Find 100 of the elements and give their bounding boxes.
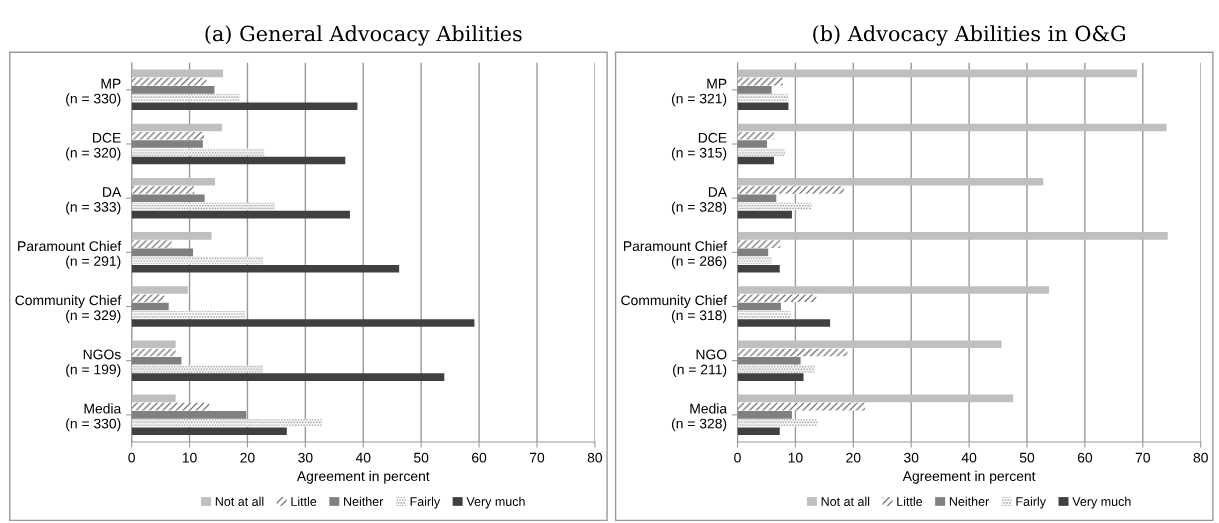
x-tick-label: 70	[529, 452, 545, 463]
bar	[131, 373, 445, 381]
bar	[737, 232, 1168, 240]
bar	[737, 340, 1002, 348]
bar	[737, 402, 865, 411]
bar	[131, 77, 207, 86]
bar	[131, 402, 210, 411]
bar	[737, 240, 781, 248]
x-tick-label: 0	[128, 452, 135, 463]
x-tick-label: 60	[1077, 452, 1093, 463]
bar	[131, 240, 172, 248]
x-tick-label: 80	[587, 452, 603, 463]
legend-label: Neither	[344, 496, 384, 506]
bar	[737, 194, 777, 202]
y-tick-label: Community Chief (n = 318)	[621, 295, 728, 323]
legend-label: Little	[897, 496, 923, 506]
bar	[131, 419, 323, 427]
bar	[737, 265, 780, 273]
bar	[737, 102, 789, 111]
x-tick-label: 30	[904, 452, 919, 463]
bar	[737, 294, 817, 303]
bar	[131, 256, 264, 265]
x-tick-label: 50	[1019, 452, 1035, 463]
bar	[737, 210, 792, 219]
bar	[131, 427, 287, 436]
bar	[131, 394, 176, 403]
bar	[131, 102, 358, 111]
bar	[737, 94, 789, 102]
y-tick-label: Media (n = 328)	[671, 403, 728, 432]
x-tick-label: 30	[298, 452, 313, 463]
legend-label: Not at all	[215, 496, 264, 506]
y-tick-label: DA (n = 333)	[66, 187, 122, 215]
bar	[737, 394, 1014, 403]
bar	[131, 286, 188, 294]
bar	[131, 294, 165, 303]
bar	[131, 365, 264, 373]
x-tick-label: 50	[414, 452, 429, 463]
bar	[737, 248, 769, 257]
bar	[737, 256, 772, 265]
bar	[737, 373, 804, 381]
bar	[131, 302, 169, 311]
bar	[737, 131, 774, 140]
bar	[737, 123, 1167, 132]
bar	[131, 194, 205, 202]
bar	[737, 140, 768, 148]
bar	[737, 419, 818, 427]
x-tick-label: 10	[788, 452, 803, 463]
y-tick-label: DCE (n = 315)	[671, 132, 727, 161]
x-tick-label: 40	[961, 452, 977, 463]
bar	[737, 411, 792, 419]
bar	[131, 69, 224, 78]
bar	[131, 356, 182, 365]
legend-label: Not at all	[821, 496, 870, 506]
x-tick-label: 20	[240, 452, 255, 463]
x-tick-label: 10	[182, 452, 197, 463]
y-tick-label: NGOs (n = 199)	[66, 349, 121, 378]
legend-label: Neither	[949, 496, 989, 506]
bar	[131, 186, 195, 194]
bar	[737, 302, 781, 311]
bar	[737, 319, 831, 327]
bar	[737, 310, 791, 319]
bar	[131, 340, 176, 348]
bar	[131, 123, 222, 132]
bar	[737, 348, 848, 357]
bar	[737, 156, 774, 165]
y-tick-label: NGO (n = 211)	[672, 349, 727, 378]
y-tick-label: DA (n = 328)	[671, 187, 728, 215]
bar	[131, 310, 246, 319]
y-tick-label: MP (n = 330)	[66, 78, 121, 107]
bar	[737, 69, 1138, 78]
bar	[737, 186, 845, 194]
bar	[131, 210, 350, 219]
bar	[737, 427, 780, 436]
bar	[737, 202, 812, 211]
bar	[737, 177, 1044, 186]
bar	[737, 148, 785, 157]
bar	[131, 131, 205, 140]
bar	[737, 286, 1050, 294]
bar	[737, 365, 815, 373]
x-tick-label: 0	[734, 452, 741, 463]
bar	[131, 232, 212, 240]
bar	[131, 86, 215, 94]
y-tick-label: DCE (n = 320)	[66, 132, 121, 161]
legend-label: Fairly	[410, 496, 441, 509]
bar	[131, 202, 275, 211]
x-axis-title: Agreement in percent	[902, 470, 1036, 484]
x-tick-label: 80	[1193, 452, 1208, 463]
bar	[737, 356, 801, 365]
y-tick-label: Media (n = 330)	[66, 403, 122, 432]
legend-label: Little	[291, 496, 317, 506]
y-tick-label: MP (n = 321)	[671, 78, 727, 107]
bar	[131, 94, 240, 102]
bar	[131, 148, 265, 157]
y-tick-label: Paramount Chief (n = 286)	[624, 240, 728, 269]
x-axis-title: Agreement in percent	[296, 470, 430, 484]
x-tick-label: 70	[1135, 452, 1150, 463]
x-tick-label: 40	[355, 452, 371, 463]
y-tick-label: Community Chief (n = 329)	[15, 295, 122, 323]
legend-label: Very much	[1072, 496, 1131, 509]
bar	[737, 77, 783, 86]
